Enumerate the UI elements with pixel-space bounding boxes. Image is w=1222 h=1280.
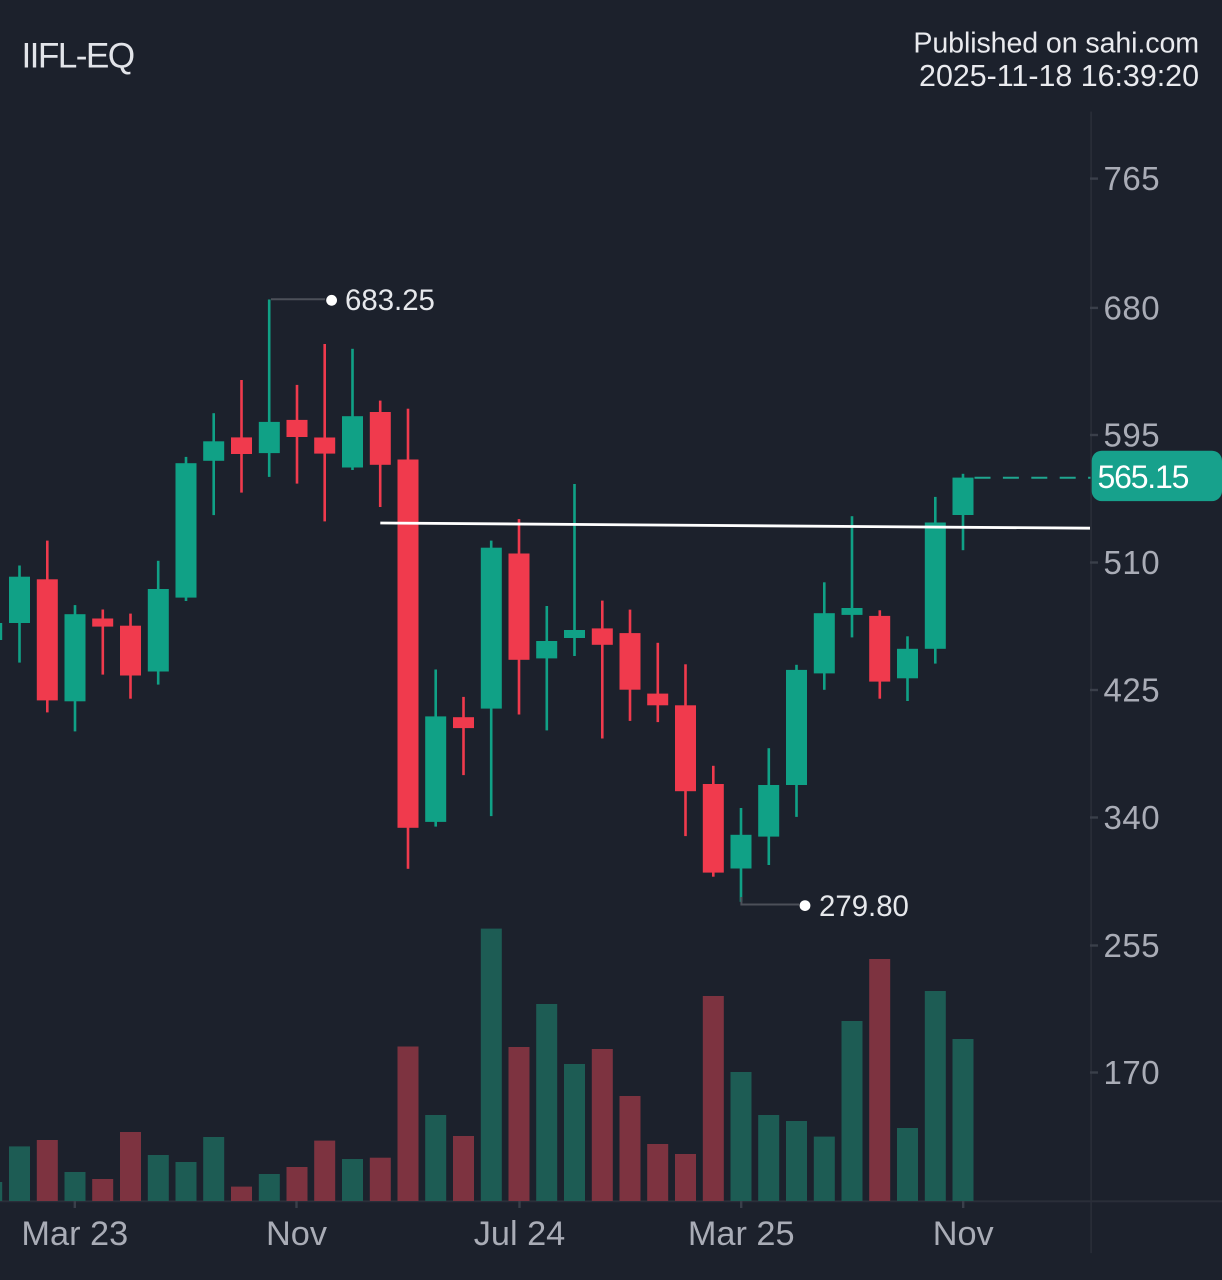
svg-text:IIFL-EQ: IIFL-EQ — [22, 37, 134, 76]
svg-text:Nov: Nov — [933, 1215, 995, 1253]
svg-text:680: 680 — [1104, 289, 1161, 326]
svg-text:Mar 23: Mar 23 — [21, 1215, 128, 1253]
svg-text:510: 510 — [1104, 544, 1161, 581]
svg-text:425: 425 — [1104, 672, 1161, 709]
svg-text:683.25: 683.25 — [345, 284, 435, 317]
svg-text:Mar 25: Mar 25 — [688, 1215, 795, 1253]
svg-text:565.15: 565.15 — [1098, 459, 1189, 495]
svg-text:Published on sahi.com: Published on sahi.com — [913, 27, 1199, 59]
svg-text:Nov: Nov — [266, 1215, 328, 1253]
svg-text:340: 340 — [1104, 799, 1161, 836]
svg-text:595: 595 — [1104, 417, 1161, 454]
svg-text:Jul 24: Jul 24 — [474, 1215, 566, 1253]
svg-text:765: 765 — [1104, 160, 1161, 197]
svg-text:279.80: 279.80 — [819, 890, 909, 923]
svg-text:2025-11-18 16:39:20: 2025-11-18 16:39:20 — [919, 59, 1199, 93]
svg-text:170: 170 — [1104, 1054, 1161, 1091]
svg-text:255: 255 — [1104, 927, 1161, 964]
